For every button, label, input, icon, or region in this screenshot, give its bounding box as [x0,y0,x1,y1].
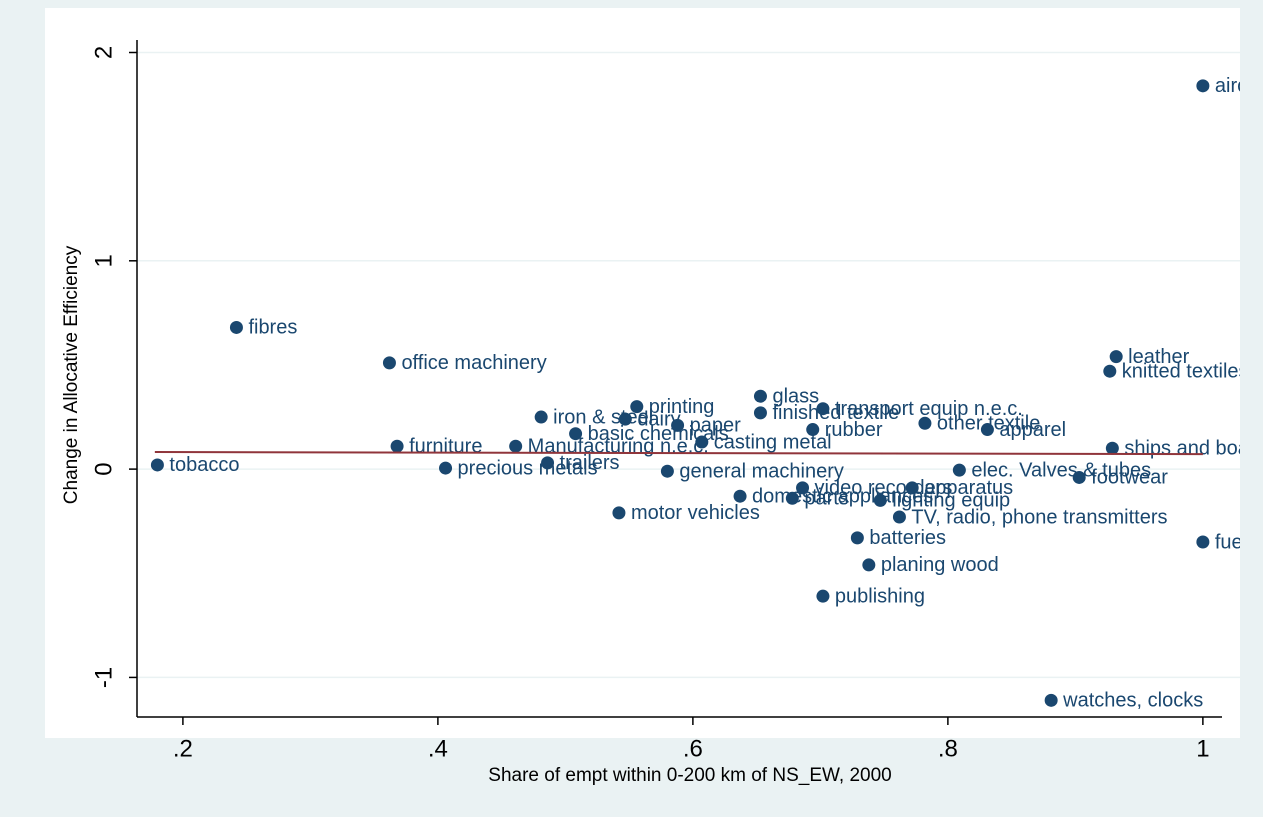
point [541,456,555,470]
point-label: finished textile [772,402,899,424]
point [229,320,243,334]
point [816,589,830,603]
point [509,439,523,453]
point [1196,535,1210,549]
point-label: tobacco [169,454,239,476]
point [1196,79,1210,93]
point-label: lighting equip [892,490,1010,512]
point-label: watches, clocks [1062,690,1203,712]
point [382,356,396,370]
point [862,558,876,572]
point [733,489,747,503]
point-label: leather [1128,346,1189,368]
point-label: planing wood [881,554,999,576]
x-tick-label: .4 [428,735,448,762]
point [439,461,453,475]
point [952,463,966,477]
y-tick-label: 1 [90,254,117,267]
point [660,464,674,478]
point-label: office machinery [401,352,546,374]
y-tick-label: 2 [90,46,117,59]
point [1109,350,1123,364]
point [1105,441,1119,455]
point [785,491,799,505]
y-axis-title: Change in Allocative Efficiency [61,245,82,504]
point-label: apparel [999,419,1066,441]
point-label: casting metal [714,431,832,453]
x-tick-label: .2 [173,735,193,762]
point [873,493,887,507]
point-label: precious metals [458,457,598,479]
point-label: apparatus [924,477,1013,499]
point [918,416,932,430]
point-label: TV, radio, phone transmitters [911,506,1167,528]
y-tick-label: 0 [90,462,117,475]
x-tick-label: .8 [938,735,958,762]
point [630,400,644,414]
point-label: video recorders [815,477,953,499]
point-label: glass [772,385,819,407]
point [671,418,685,432]
point-label: fibres [248,317,297,339]
point-label: batteries [869,527,946,549]
point [892,510,906,524]
point-label: elec. Valves & tubes [971,459,1151,481]
point [618,412,632,426]
point-label: paper [690,415,741,437]
x-axis-title: Share of empt within 0-200 km of NS_EW, … [488,765,891,786]
point-label: printing [649,396,715,418]
x-tick-label: 1 [1196,735,1209,762]
point [390,439,404,453]
point-label: fuel [1215,531,1247,553]
point-label: general machinery [679,460,844,482]
point-label: motor vehicles [631,502,760,524]
point [905,481,919,495]
point [1072,470,1086,484]
x-tick-label: .6 [683,735,703,762]
point-label: footwear [1091,467,1168,489]
point [753,406,767,420]
point-label: knitted textiles [1122,360,1249,382]
point-label: trailers [560,452,620,474]
point [753,389,767,403]
point-label: rubber [825,419,883,441]
point [1103,364,1117,378]
point [569,427,583,441]
point [612,506,626,520]
point-label: dairy [637,408,680,430]
fit-line [154,451,1203,456]
plot-region [45,8,1240,738]
point-label: parts [804,488,848,510]
point-label: publishing [835,585,925,607]
point [796,481,810,495]
point [150,458,164,472]
point [695,435,709,449]
point [806,423,820,437]
point [850,531,864,545]
point [1044,693,1058,707]
point [534,410,548,424]
point-label: transport equip n.e.c. [835,398,1023,420]
point [816,402,830,416]
point-label: basic chemicals [588,423,729,445]
point-label: aircraft [1215,75,1263,97]
y-tick-label: -1 [90,667,117,688]
point-label: furniture [409,435,482,457]
point [980,423,994,437]
